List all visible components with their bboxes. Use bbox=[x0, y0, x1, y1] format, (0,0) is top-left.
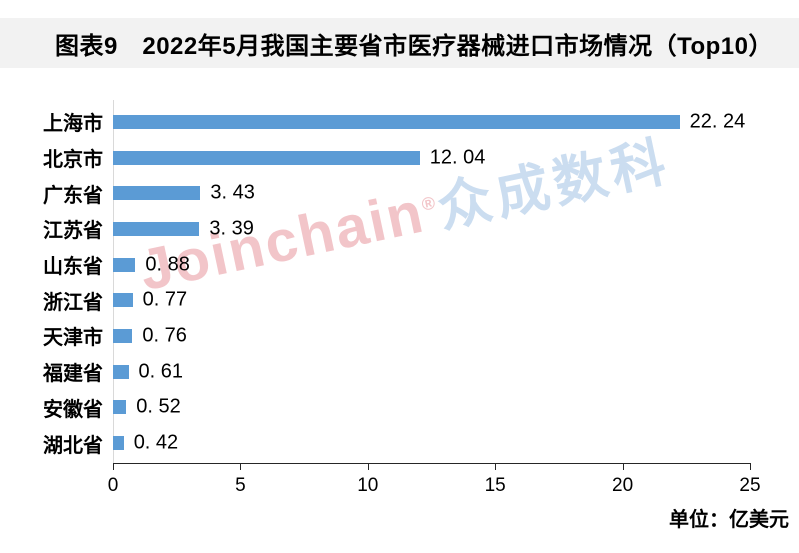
value-label: 12. 04 bbox=[429, 146, 486, 169]
chart-row: 安徽省 0. 52 bbox=[0, 390, 799, 426]
category-label: 山东省 bbox=[43, 256, 103, 279]
value-label: 0. 52 bbox=[136, 395, 181, 418]
value-label: 3. 39 bbox=[209, 217, 254, 240]
bar-track: 0. 52 bbox=[113, 390, 750, 426]
value-label: 0. 76 bbox=[142, 324, 187, 347]
bar bbox=[113, 221, 200, 236]
x-tick bbox=[113, 464, 114, 470]
chart-row: 上海市 22. 24 bbox=[0, 104, 799, 140]
chart-row: 浙江省 0. 77 bbox=[0, 282, 799, 318]
bar-track: 12. 04 bbox=[113, 140, 750, 176]
x-tick-label: 15 bbox=[484, 475, 506, 496]
bar-chart: 上海市 22. 24 北京市 12. 04 广东省 3. 43 江苏省 3. 39 山东省 0. … bbox=[0, 104, 799, 461]
bar-track: 0. 77 bbox=[113, 282, 750, 318]
x-tick bbox=[750, 464, 751, 470]
category-label: 安徽省 bbox=[43, 398, 103, 421]
chart-row: 湖北省 0. 42 bbox=[0, 425, 799, 461]
bar bbox=[113, 150, 420, 165]
x-tick bbox=[622, 464, 624, 470]
x-tick-label: 20 bbox=[612, 475, 634, 496]
x-tick bbox=[240, 464, 242, 470]
bar-track: 0. 42 bbox=[113, 425, 750, 461]
chart-row: 北京市 12. 04 bbox=[0, 140, 799, 176]
value-label: 3. 43 bbox=[210, 181, 255, 204]
category-label: 天津市 bbox=[43, 327, 103, 350]
bar bbox=[113, 364, 129, 379]
value-label: 0. 77 bbox=[142, 288, 188, 311]
bar-track: 3. 43 bbox=[113, 175, 750, 211]
bar-track: 0. 61 bbox=[113, 354, 750, 390]
bar bbox=[113, 328, 133, 343]
category-label: 湖北省 bbox=[43, 434, 103, 457]
bar bbox=[113, 257, 136, 272]
bar-track: 0. 76 bbox=[113, 318, 750, 354]
category-label: 北京市 bbox=[43, 149, 103, 172]
chart-row: 广东省 3. 43 bbox=[0, 175, 799, 211]
chart-row: 天津市 0. 76 bbox=[0, 318, 799, 354]
chart-row: 江苏省 3. 39 bbox=[0, 211, 799, 247]
value-label: 0. 42 bbox=[133, 431, 179, 454]
y-axis-line bbox=[113, 100, 114, 463]
bar bbox=[113, 436, 124, 451]
category-label: 上海市 bbox=[43, 113, 103, 136]
x-tick-label: 25 bbox=[739, 475, 761, 496]
bar bbox=[113, 186, 201, 201]
category-label: 浙江省 bbox=[43, 291, 103, 314]
chart-row: 福建省 0. 61 bbox=[0, 354, 799, 390]
x-axis-line bbox=[113, 463, 751, 464]
bar bbox=[113, 400, 127, 415]
value-label: 0. 61 bbox=[138, 360, 184, 383]
x-tick bbox=[495, 464, 497, 470]
category-label: 广东省 bbox=[43, 184, 103, 207]
x-tick-label: 5 bbox=[235, 475, 246, 496]
category-label: 福建省 bbox=[43, 363, 103, 386]
value-label: 0. 88 bbox=[145, 253, 190, 276]
category-label: 江苏省 bbox=[43, 220, 103, 243]
x-tick-label: 10 bbox=[357, 475, 379, 496]
chart-title: 图表9 2022年5月我国主要省市医疗器械进口市场情况（Top10） bbox=[55, 32, 773, 60]
chart-title-band: 图表9 2022年5月我国主要省市医疗器械进口市场情况（Top10） bbox=[0, 18, 799, 68]
x-tick-label: 0 bbox=[107, 475, 119, 496]
bar bbox=[113, 114, 680, 129]
value-label: 22. 24 bbox=[689, 110, 746, 133]
unit-label: 单位：亿美元 bbox=[669, 509, 789, 531]
bar-track: 3. 39 bbox=[113, 211, 750, 247]
bar bbox=[113, 293, 133, 308]
bar-track: 0. 88 bbox=[113, 247, 750, 283]
bar-track: 22. 24 bbox=[113, 104, 750, 140]
x-tick bbox=[367, 464, 369, 470]
chart-row: 山东省 0. 88 bbox=[0, 247, 799, 283]
